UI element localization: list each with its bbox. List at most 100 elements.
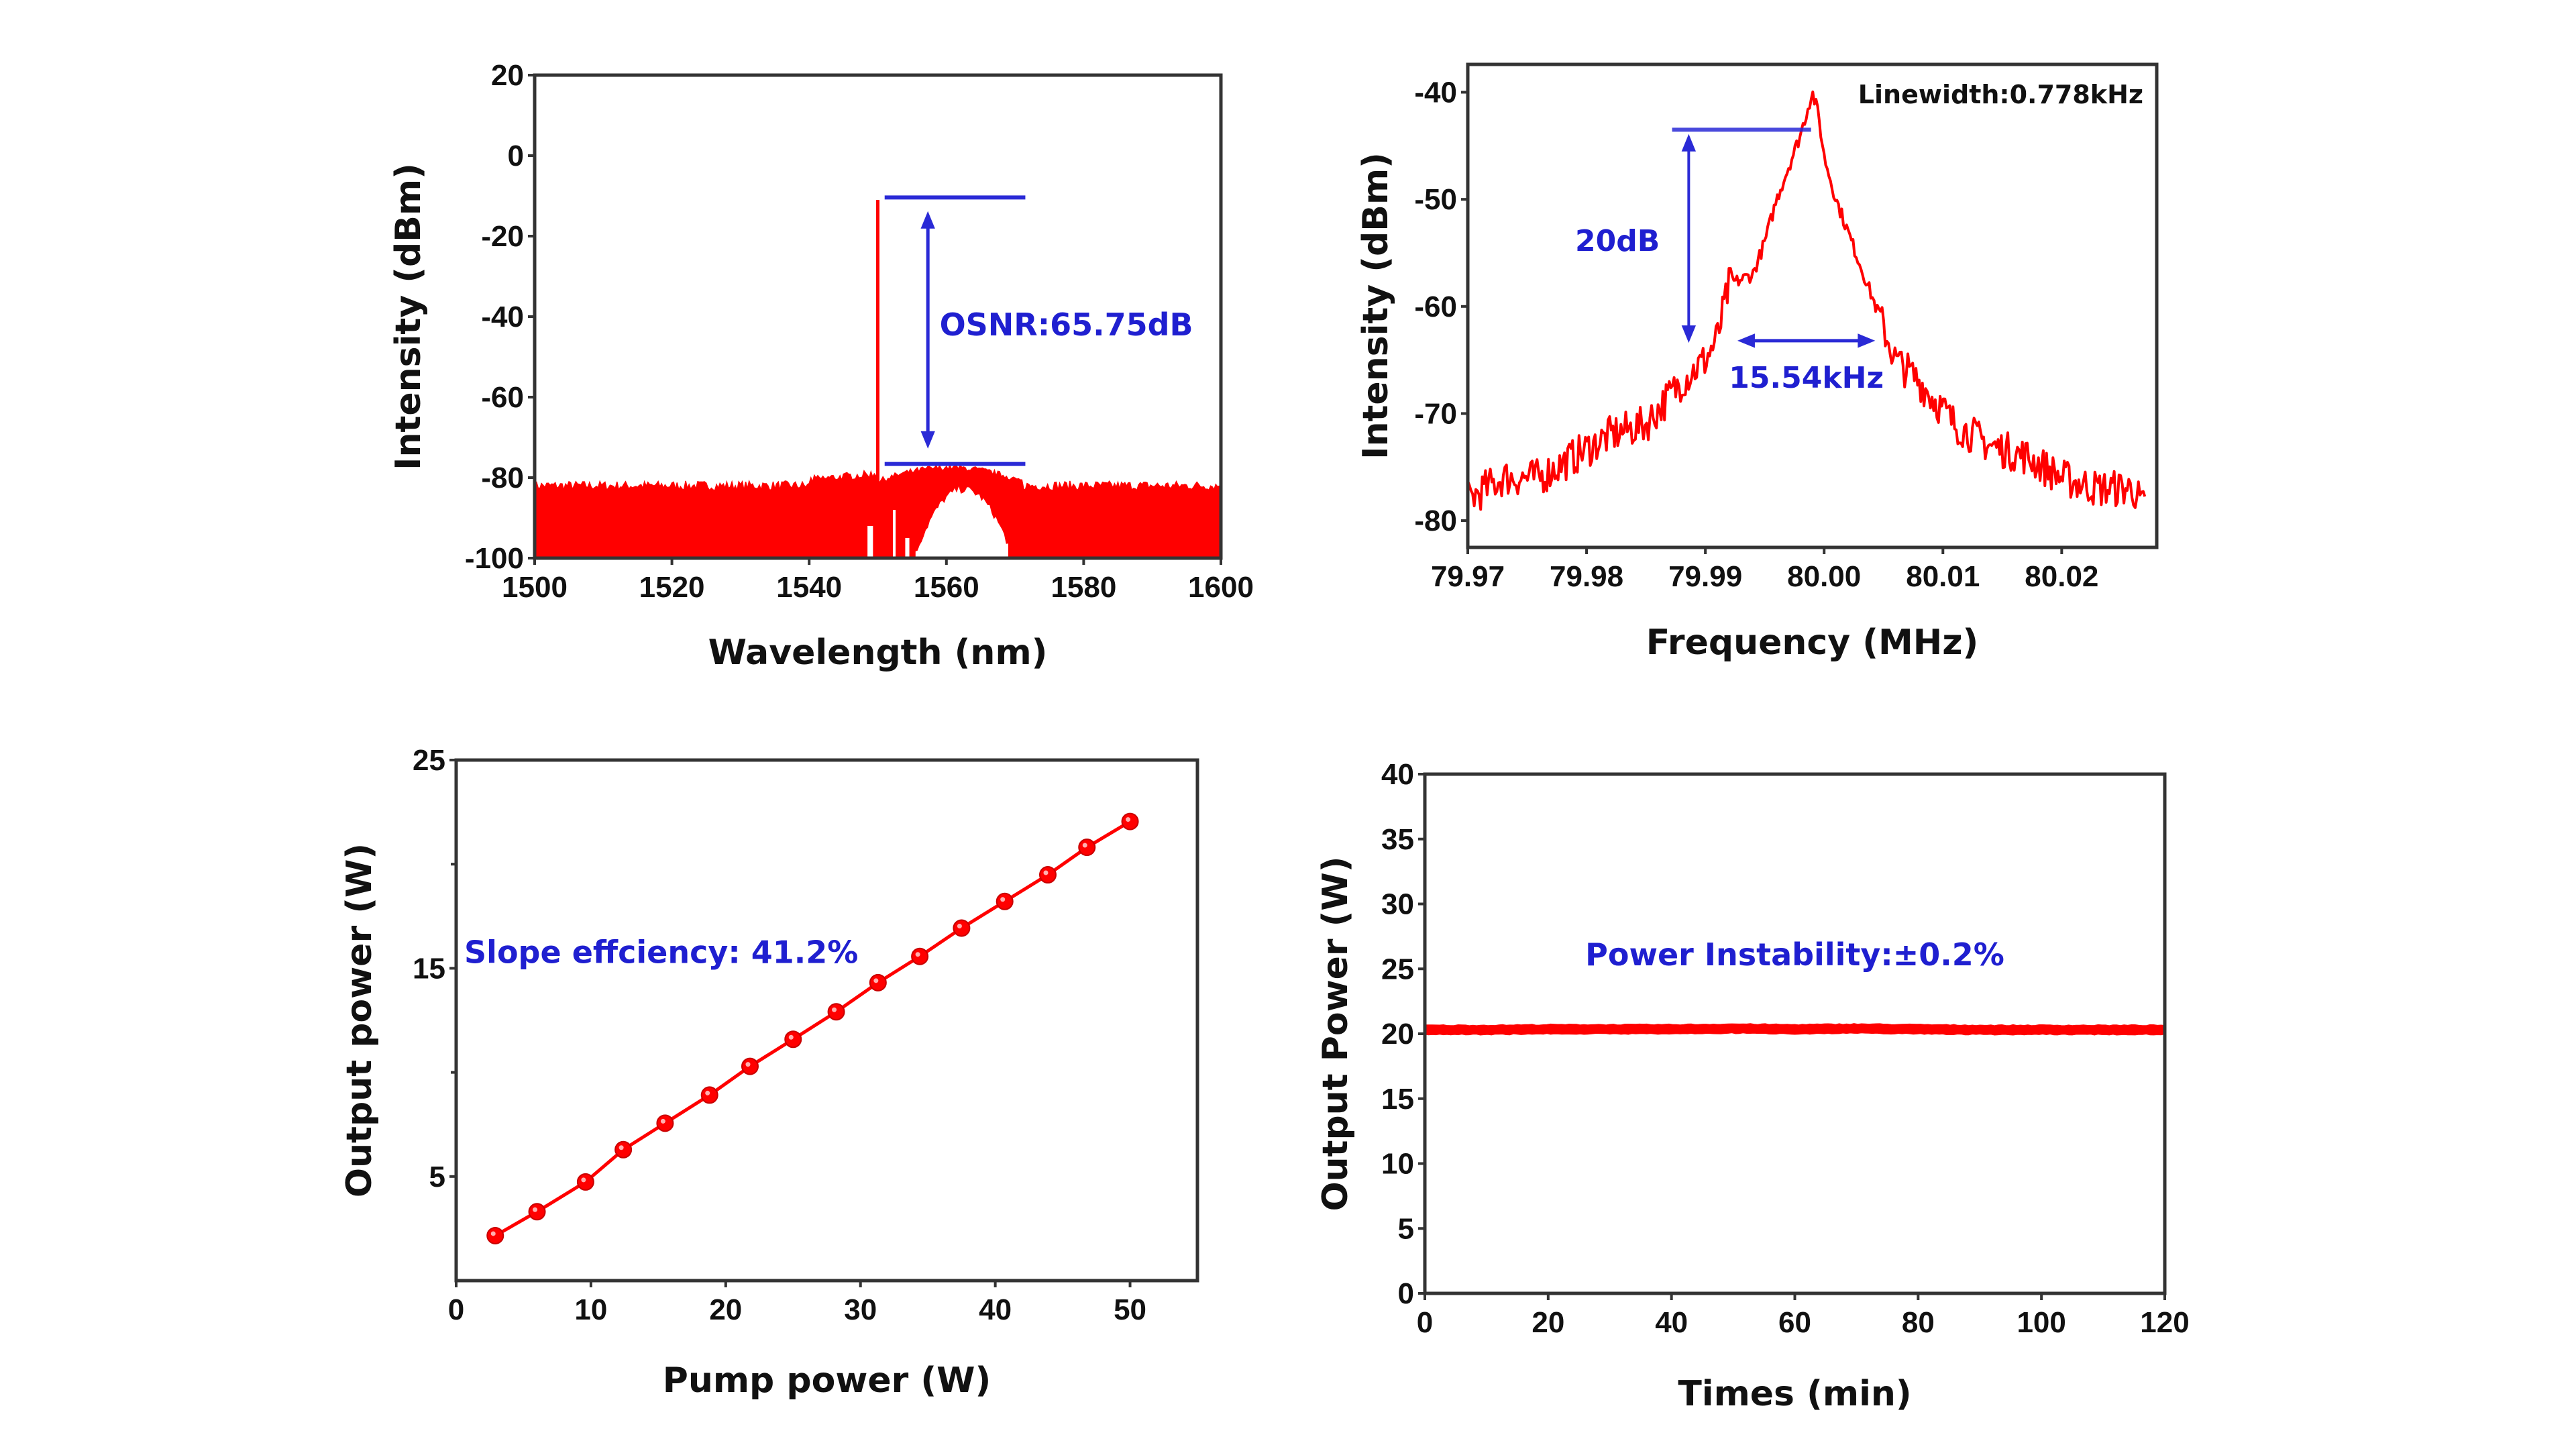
data-point-highlight xyxy=(619,1145,624,1150)
data-point xyxy=(1078,839,1096,857)
x-tick-label: 1560 xyxy=(914,571,979,604)
data-point xyxy=(827,1003,845,1021)
data-point-highlight xyxy=(957,923,962,928)
data-point-highlight xyxy=(873,978,879,983)
data-point xyxy=(741,1057,759,1075)
data-point xyxy=(1121,812,1139,830)
slope-frame xyxy=(454,758,1199,1283)
x-tick-label: 80 xyxy=(1902,1306,1935,1339)
y-tick-label: 0 xyxy=(1398,1277,1414,1310)
x-tick-label: 120 xyxy=(2140,1306,2189,1339)
x-tick-label: 79.99 xyxy=(1668,560,1742,593)
data-point-highlight xyxy=(1043,870,1049,875)
y-tick-label: 25 xyxy=(1381,953,1414,985)
spectrum-x-label: Wavelength (nm) xyxy=(708,633,1048,673)
data-point-highlight xyxy=(1082,843,1087,848)
power-trace xyxy=(1424,1023,2165,1036)
x-tick-label: 1520 xyxy=(639,571,705,604)
spectrum-dip xyxy=(905,538,910,558)
slope-y-label: Output power (W) xyxy=(339,843,380,1197)
hump-gap xyxy=(915,486,1008,558)
data-point-highlight xyxy=(533,1207,538,1212)
data-point-highlight xyxy=(832,1007,837,1012)
y-tick-label: -20 xyxy=(481,220,524,253)
x-tick-label: 100 xyxy=(2017,1306,2065,1339)
y-tick-label: -50 xyxy=(1414,183,1457,216)
data-point xyxy=(1038,866,1057,884)
slope-panel: 0 10 20 30 40 50 25 15 5 Pump power (W) Output p… xyxy=(339,744,1199,1401)
linewidth-value-label: Linewidth:0.778kHz xyxy=(1858,80,2143,109)
x-tick-label: 20 xyxy=(709,1293,742,1326)
x-tick-label: 50 xyxy=(1114,1293,1146,1326)
y-tick-label: 5 xyxy=(1398,1212,1414,1245)
data-point xyxy=(528,1203,546,1221)
20db-arrow-head-down xyxy=(1681,325,1697,343)
width-arrow-head-left xyxy=(1737,333,1755,348)
data-point-highlight xyxy=(581,1177,586,1183)
y-tick-label: -60 xyxy=(481,381,524,414)
x-tick-label: 20 xyxy=(1532,1306,1564,1339)
y-tick-label: 5 xyxy=(429,1161,445,1193)
x-tick-label: 40 xyxy=(979,1293,1012,1326)
spectrum-dip xyxy=(893,510,896,558)
linewidth-marks xyxy=(1466,90,2147,511)
data-point xyxy=(486,1226,504,1244)
y-tick-label: 0 xyxy=(508,140,524,172)
stability-x-label: Times (min) xyxy=(1678,1374,1911,1414)
x-tick-label: 1600 xyxy=(1188,571,1254,604)
slope-marks xyxy=(486,812,1139,1244)
data-point xyxy=(700,1086,718,1104)
data-point xyxy=(911,947,929,965)
y-tick-label: -40 xyxy=(1414,76,1457,109)
y-tick-label: 30 xyxy=(1381,888,1414,921)
data-point xyxy=(953,919,971,937)
data-point xyxy=(869,973,887,991)
x-tick-label: 60 xyxy=(1778,1306,1811,1339)
slope-x-label: Pump power (W) xyxy=(663,1360,991,1401)
osnr-arrow-head-down xyxy=(920,431,935,449)
y-tick-label: -80 xyxy=(481,462,524,494)
data-point xyxy=(614,1140,633,1159)
data-point-highlight xyxy=(788,1034,794,1040)
x-tick-label: 10 xyxy=(574,1293,607,1326)
spectrum-dip xyxy=(867,526,873,558)
data-point-highlight xyxy=(1126,817,1131,822)
linewidth-y-label: Intensity (dBm) xyxy=(1356,152,1396,460)
x-tick-label: 80.02 xyxy=(2025,560,2098,593)
data-point-highlight xyxy=(1000,897,1006,902)
x-tick-label: 1580 xyxy=(1051,571,1116,604)
spectrum-ticks: 1500 1520 1540 1560 1580 1600 20 0 -20 -40 -60 -80 -… xyxy=(465,59,1254,604)
osnr-arrow-head-up xyxy=(920,211,935,229)
y-tick-label: 25 xyxy=(413,744,445,777)
data-point-highlight xyxy=(705,1090,710,1095)
slope-efficiency-label: Slope effciency: 41.2% xyxy=(464,934,858,971)
slope-ticks: 0 10 20 30 40 50 25 15 5 xyxy=(413,744,1146,1326)
y-tick-label: 40 xyxy=(1381,758,1414,791)
x-tick-label: 40 xyxy=(1655,1306,1688,1339)
y-tick-label: 10 xyxy=(1381,1148,1414,1181)
y-tick-label: 20 xyxy=(1381,1018,1414,1051)
x-tick-label: 0 xyxy=(448,1293,464,1326)
20db-label: 20dB xyxy=(1575,224,1660,258)
x-tick-label: 1500 xyxy=(502,571,568,604)
y-tick-label: -100 xyxy=(465,542,524,575)
data-point-highlight xyxy=(915,952,920,957)
data-point xyxy=(784,1030,802,1049)
data-point xyxy=(576,1173,594,1191)
stability-y-label: Output Power (W) xyxy=(1316,856,1356,1211)
x-tick-label: 0 xyxy=(1417,1306,1433,1339)
x-tick-label: 79.97 xyxy=(1431,560,1505,593)
x-tick-label: 79.98 xyxy=(1550,560,1623,593)
osnr-label: OSNR:65.75dB xyxy=(940,307,1193,343)
linewidth-panel: 79.97 79.98 79.99 80.00 80.01 80.02 -40 -50 -60 -… xyxy=(1356,62,2159,663)
y-tick-label: -70 xyxy=(1414,397,1457,430)
x-tick-label: 80.00 xyxy=(1787,560,1861,593)
stability-marks xyxy=(1424,1023,2165,1036)
y-tick-label: 35 xyxy=(1381,823,1414,856)
spectrum-marks xyxy=(534,195,1222,559)
y-tick-label: -40 xyxy=(481,301,524,333)
width-arrow-head-right xyxy=(1858,333,1876,348)
data-point-highlight xyxy=(660,1118,665,1124)
y-tick-label: 15 xyxy=(1381,1083,1414,1116)
data-point xyxy=(996,892,1014,910)
